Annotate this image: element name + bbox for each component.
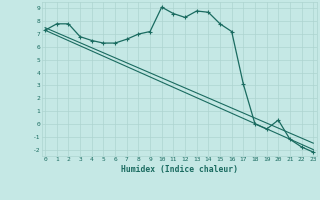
X-axis label: Humidex (Indice chaleur): Humidex (Indice chaleur) [121, 165, 238, 174]
